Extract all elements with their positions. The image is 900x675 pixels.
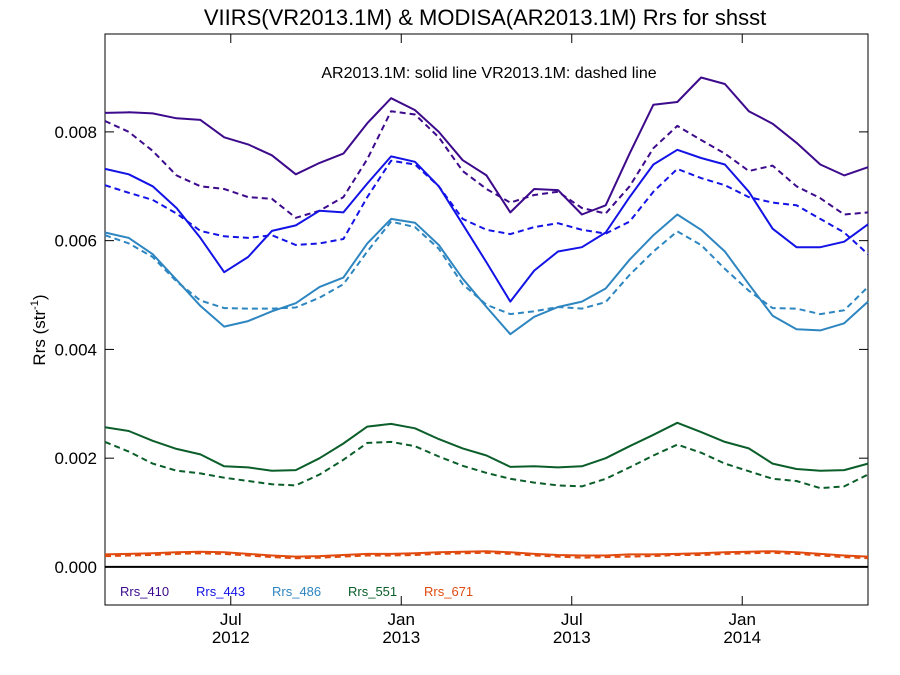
- x-tick-year-label: 2012: [212, 628, 250, 647]
- y-tick-label: 0.002: [54, 449, 97, 468]
- y-tick-label: 0.008: [54, 123, 97, 142]
- series-line-rrs-551-dashed: [104, 440, 869, 490]
- legend: Rrs_410 Rrs_443 Rrs_486 Rrs_551 Rrs_671: [120, 584, 473, 599]
- plot-frame: [104, 33, 869, 606]
- series-line-rrs-410-solid: [104, 76, 869, 216]
- series-line-rrs-671-dashed: [104, 551, 869, 560]
- y-tick-label: 0.006: [54, 232, 97, 251]
- y-axis-label-superscript: -1: [29, 300, 41, 310]
- x-tick-month-label: Jul: [220, 610, 242, 629]
- y-axis-label-main: Rrs (str: [30, 310, 49, 366]
- legend-entry-rrs-671: Rrs_671: [424, 584, 473, 599]
- y-axis-ticks: 0.000 0.002 0.004 0.006 0.008: [54, 123, 868, 577]
- y-axis-label: Rrs (str-1): [29, 294, 49, 365]
- legend-entry-rrs-443: Rrs_443: [196, 584, 245, 599]
- x-tick-month-label: Jan: [729, 610, 756, 629]
- plot-border: [104, 33, 869, 606]
- series-line-rrs-410-dashed: [104, 110, 869, 219]
- legend-entry-rrs-551: Rrs_551: [348, 584, 397, 599]
- x-tick-month-label: Jan: [388, 610, 415, 629]
- x-tick-month-label: Jul: [561, 610, 583, 629]
- series-line-rrs-671-solid: [104, 550, 869, 558]
- series-line-rrs-486-dashed: [104, 220, 869, 316]
- x-tick-year-label: 2013: [553, 628, 591, 647]
- y-axis-label-close: ): [30, 294, 49, 300]
- series-layer: [104, 76, 869, 560]
- series-line-rrs-443-solid: [104, 148, 869, 303]
- y-tick-label: 0.004: [54, 340, 97, 359]
- line-style-annotation: AR2013.1M: solid line VR2013.1M: dashed …: [321, 65, 656, 82]
- series-line-rrs-486-solid: [104, 213, 869, 336]
- x-tick-year-label: 2014: [723, 628, 761, 647]
- series-line-rrs-551-solid: [104, 421, 869, 472]
- legend-entry-rrs-410: Rrs_410: [120, 584, 169, 599]
- x-tick-year-label: 2013: [382, 628, 420, 647]
- chart-title: VIIRS(VR2013.1M) & MODISA(AR2013.1M) Rrs…: [204, 5, 766, 30]
- y-tick-label: 0.000: [54, 558, 97, 577]
- legend-entry-rrs-486: Rrs_486: [272, 584, 321, 599]
